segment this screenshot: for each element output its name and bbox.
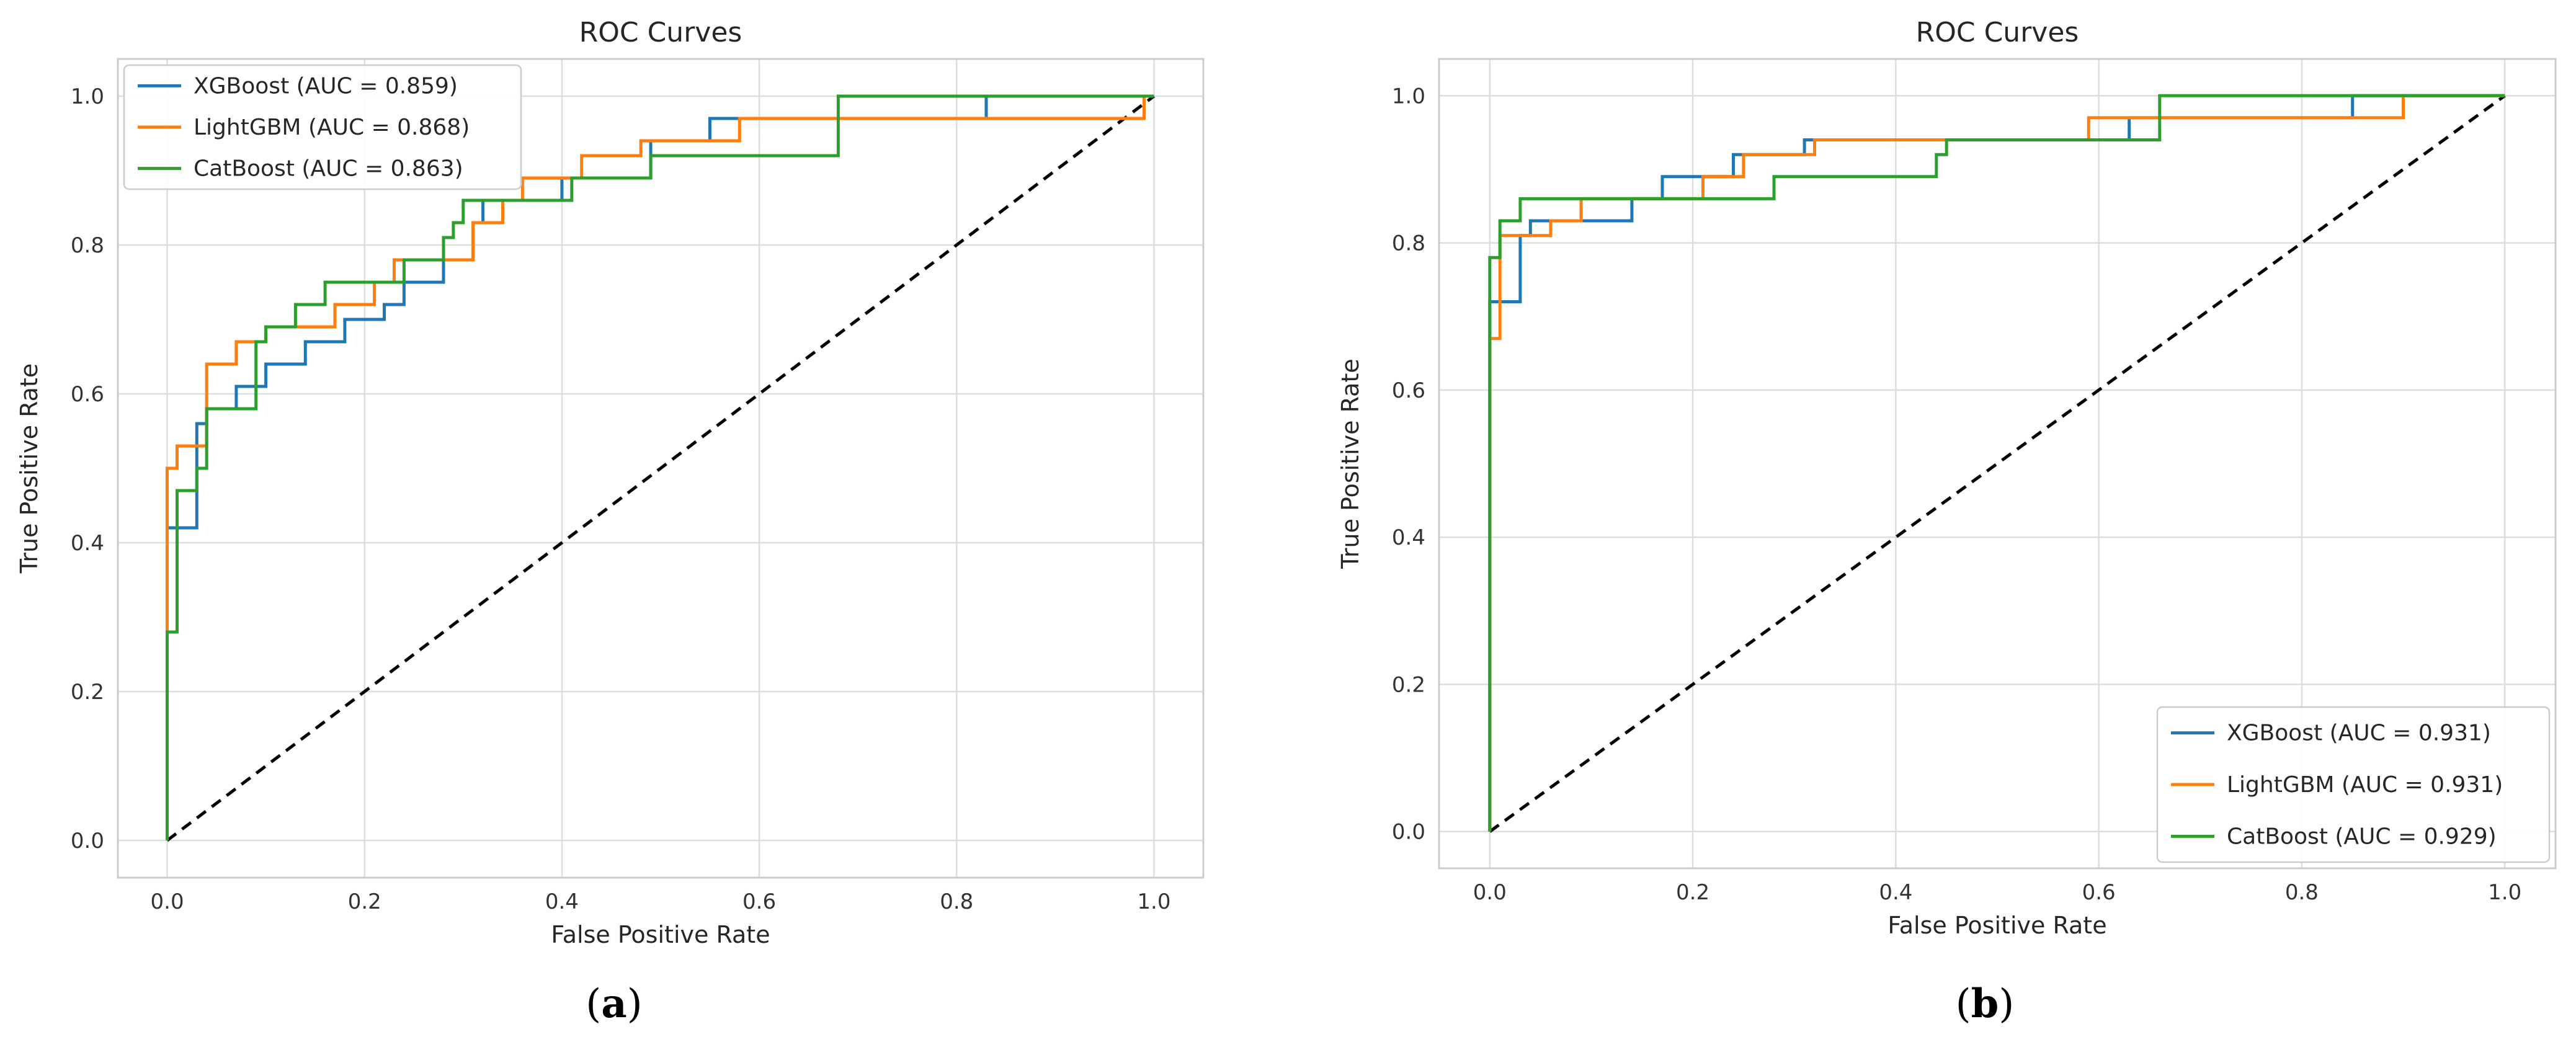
panel-label-letter: b: [1971, 981, 1999, 1027]
panel-label-open: (: [1956, 981, 1971, 1027]
x-tick-label: 0.8: [2285, 880, 2319, 905]
chart-title: ROC Curves: [1916, 17, 2079, 48]
panel-label: (a): [586, 981, 642, 1027]
legend-entry-catboost: CatBoost (AUC = 0.929): [2227, 824, 2497, 849]
y-tick-label: 0.0: [1392, 820, 1425, 845]
x-tick-label: 0.0: [1473, 880, 1507, 905]
plot-frame: [117, 58, 1205, 879]
y-tick-label: 1.0: [1392, 84, 1425, 109]
x-tick-label: 1.0: [1137, 889, 1170, 914]
x-tick-label: 1.0: [2488, 880, 2521, 905]
y-tick-label: 0.2: [1392, 672, 1425, 697]
x-tick-label: 0.0: [151, 889, 184, 914]
x-tick-label: 0.4: [545, 889, 579, 914]
y-tick-label: 0.0: [71, 829, 104, 853]
y-tick-label: 0.8: [1392, 231, 1425, 256]
x-tick-label: 0.6: [2082, 880, 2116, 905]
x-tick-label: 0.2: [348, 889, 381, 914]
panel-label-close: ): [627, 981, 643, 1027]
x-tick-label: 0.6: [742, 889, 776, 914]
legend-entry-lightgbm: LightGBM (AUC = 0.868): [194, 115, 470, 140]
y-tick-label: 0.4: [71, 531, 104, 556]
plot-frame: [1438, 58, 2557, 870]
roc-chart-a: 0.0 0.2 0.4 0.6 0.8 1.0 0.0 0.2 0.4 0.6 0.8 1.0 ROC …: [16, 17, 1205, 1027]
roc-chart-b: 0.0 0.2 0.4 0.6 0.8 1.0 0.0 0.2 0.4 0.6 0.8 1.0 ROC …: [1337, 17, 2557, 1027]
series-line-catboost: [1488, 94, 2505, 832]
y-tick-label: 0.6: [71, 382, 104, 407]
y-tick-label: 0.8: [71, 233, 104, 258]
panel-label-open: (: [586, 981, 601, 1027]
panel-label-letter: a: [601, 981, 626, 1027]
legend-box: [123, 64, 522, 190]
chart-title: ROC Curves: [579, 17, 742, 48]
random-baseline-line: [166, 95, 1155, 842]
panel-label-close: ): [1999, 981, 2014, 1027]
legend-entry-xgboost: XGBoost (AUC = 0.931): [2227, 721, 2491, 746]
legend-entry-lightgbm: LightGBM (AUC = 0.931): [2227, 772, 2503, 798]
x-tick-label: 0.4: [1879, 880, 1912, 905]
y-tick-label: 0.2: [71, 680, 104, 705]
x-tick-label: 0.2: [1676, 880, 1709, 905]
x-axis-label: False Positive Rate: [1887, 912, 2106, 939]
legend-entry-xgboost: XGBoost (AUC = 0.859): [194, 73, 458, 99]
y-tick-label: 0.6: [1392, 378, 1425, 403]
y-axis-label: True Positive Rate: [16, 363, 43, 574]
series-line-xgboost: [1488, 94, 2505, 832]
x-axis-label: False Positive Rate: [551, 921, 770, 948]
legend-box: [2156, 706, 2551, 863]
y-tick-label: 1.0: [71, 84, 104, 109]
y-axis-label: True Positive Rate: [1337, 358, 1364, 569]
x-tick-label: 0.8: [940, 889, 973, 914]
legend: XGBoost (AUC = 0.931) LightGBM (AUC = 0.9…: [2156, 706, 2551, 863]
y-tick-label: 0.4: [1392, 525, 1425, 550]
panel-label: (b): [1956, 981, 2015, 1027]
random-baseline-line: [1489, 94, 2506, 833]
legend: XGBoost (AUC = 0.859) LightGBM (AUC = 0.8…: [123, 64, 522, 190]
legend-entry-catboost: CatBoost (AUC = 0.863): [194, 156, 463, 182]
series-line-catboost: [166, 94, 1154, 840]
